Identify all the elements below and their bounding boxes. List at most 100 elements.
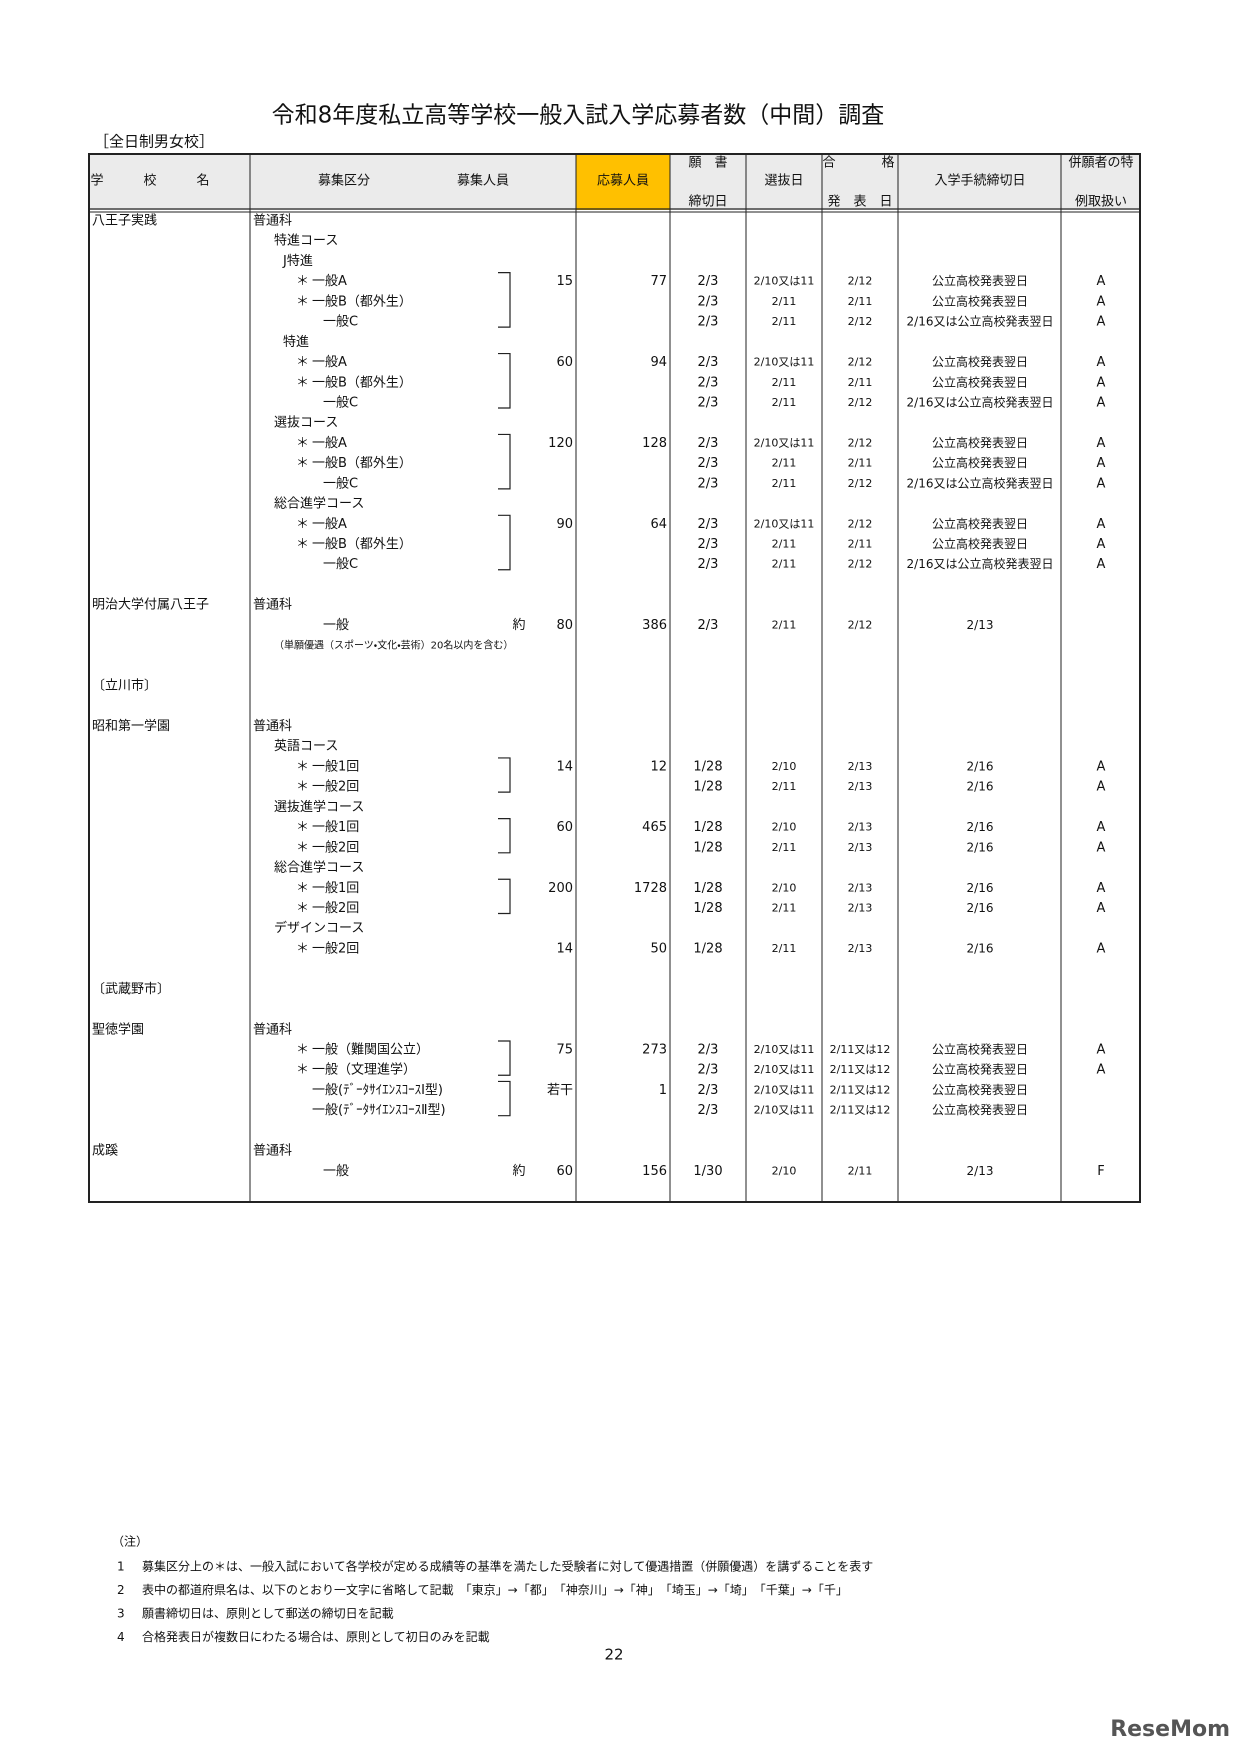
cell-announce: 2/11 xyxy=(848,538,873,551)
cell-applicants: 12 xyxy=(650,759,667,774)
bracket xyxy=(498,1080,511,1117)
course: 一般A xyxy=(312,436,347,451)
page-number: 22 xyxy=(604,1646,623,1664)
cell-exam: 2/10又は11 xyxy=(754,1063,815,1076)
cell-procedure: 2/16 xyxy=(967,820,994,834)
cell-deadline: 1/28 xyxy=(693,780,722,795)
priority-mark: ＊ xyxy=(296,517,309,532)
note-number: 4 xyxy=(117,1630,125,1644)
cell-applicants: 1 xyxy=(659,1083,667,1098)
cell-special: A xyxy=(1097,1043,1106,1058)
cell-special: A xyxy=(1097,820,1106,835)
cell-capacity: 90 xyxy=(556,517,573,532)
cell-procedure: 公立高校発表翌日 xyxy=(932,1103,1028,1117)
header-deadline: 願 書 xyxy=(688,156,727,171)
cell-announce: 2/13 xyxy=(848,780,873,793)
cell-announce: 2/11 xyxy=(848,295,873,308)
course: 一般C xyxy=(323,395,358,410)
bracket xyxy=(498,272,511,328)
cell-capacity: 80 xyxy=(556,618,573,633)
course: 特進コース xyxy=(274,234,338,249)
header-announce: 格 xyxy=(881,155,894,171)
bracket xyxy=(498,514,511,571)
table-border xyxy=(88,153,1141,1203)
cell-special: A xyxy=(1097,355,1106,370)
cell-announce: 2/11又は12 xyxy=(830,1104,891,1117)
cell-procedure: 公立高校発表翌日 xyxy=(932,294,1028,308)
course: 一般(ﾃﾞｰﾀｻｲｴﾝｽｺｰｽⅠ型) xyxy=(312,1083,443,1098)
course: 選抜コース xyxy=(274,415,338,431)
cell-deadline: 2/3 xyxy=(698,1043,719,1058)
cell-announce: 2/13 xyxy=(848,881,873,894)
cell-applicants: 128 xyxy=(642,436,667,451)
cell-procedure: 公立高校発表翌日 xyxy=(932,436,1028,450)
priority-mark: ＊ xyxy=(296,1063,309,1078)
priority-mark: ＊ xyxy=(296,881,309,896)
cell-announce: 2/12 xyxy=(848,558,873,571)
header-announce: 発 表 日 xyxy=(827,195,892,210)
cell-procedure: 2/16 xyxy=(967,881,994,895)
cell-applicants: 50 xyxy=(650,941,667,956)
cell-deadline: 2/3 xyxy=(698,517,719,532)
cell-deadline: 1/30 xyxy=(693,1164,722,1179)
cell-deadline: 2/3 xyxy=(698,355,719,370)
cell-capacity: 若干 xyxy=(547,1082,573,1098)
priority-mark: ＊ xyxy=(296,780,309,795)
cell-procedure: 2/16又は公立高校発表翌日 xyxy=(907,395,1054,409)
course-note: （単願優遇（スポーツ・文化・芸術）20名以内を含む） xyxy=(274,639,513,652)
course: 一般1回 xyxy=(312,881,359,896)
cell-announce: 2/11 xyxy=(848,376,873,389)
course: 総合進学コース xyxy=(274,860,364,876)
cell-special: A xyxy=(1097,759,1106,774)
cell-exam: 2/11 xyxy=(772,295,797,308)
cell-announce: 2/11又は12 xyxy=(830,1043,891,1056)
cell-deadline: 2/3 xyxy=(698,456,719,471)
cell-exam: 2/11 xyxy=(772,841,797,854)
cell-special: A xyxy=(1097,315,1106,330)
cell-capacity: 120 xyxy=(548,436,573,451)
cell-procedure: 公立高校発表翌日 xyxy=(932,355,1028,369)
cell-about: 約 xyxy=(512,618,525,633)
bracket xyxy=(498,1040,511,1076)
cell-announce: 2/12 xyxy=(848,436,873,449)
cell-announce: 2/12 xyxy=(848,618,873,631)
cell-exam: 2/10又は11 xyxy=(754,517,815,530)
header-school: 学校名 xyxy=(90,173,249,189)
course: 一般（文理進学） xyxy=(312,1062,416,1078)
header-applicants: 応募人員 xyxy=(597,174,649,189)
cell-procedure: 2/16 xyxy=(967,759,994,773)
cell-exam: 2/10 xyxy=(772,821,797,834)
priority-mark: ＊ xyxy=(296,840,309,855)
cell-special: A xyxy=(1097,517,1106,532)
cell-exam: 2/11 xyxy=(772,780,797,793)
cell-procedure: 2/16 xyxy=(967,840,994,854)
course: 一般1回 xyxy=(312,759,359,774)
cell-deadline: 2/3 xyxy=(698,1083,719,1098)
cell-special: A xyxy=(1097,780,1106,795)
course: 一般2回 xyxy=(312,780,359,795)
cell-procedure: 2/16又は公立高校発表翌日 xyxy=(907,476,1054,490)
bracket xyxy=(498,757,511,793)
priority-mark: ＊ xyxy=(296,941,309,956)
cell-deadline: 2/3 xyxy=(698,557,719,572)
cell-exam: 2/10又は11 xyxy=(754,1083,815,1096)
cell-announce: 2/13 xyxy=(848,760,873,773)
course: 一般 xyxy=(323,1164,349,1179)
cell-capacity: 14 xyxy=(556,941,573,956)
cell-special: A xyxy=(1097,436,1106,451)
priority-mark: ＊ xyxy=(296,375,309,390)
header-deadline: 締切日 xyxy=(688,195,727,210)
cell-special: A xyxy=(1097,294,1106,309)
notes: 1 募集区分上の＊は、一般入試において各学校が定める成績等の基準を満たした受験者に… xyxy=(117,1559,873,1645)
cell-exam: 2/10又は11 xyxy=(754,356,815,369)
note-text: 合格発表日が複数日にわたる場合は、原則として初日のみを記載 xyxy=(142,1629,490,1644)
course: 普通科 xyxy=(253,719,292,734)
cell-exam: 2/11 xyxy=(772,315,797,328)
cell-procedure: 2/16又は公立高校発表翌日 xyxy=(907,557,1054,571)
school-name: 昭和第一学園 xyxy=(92,718,170,734)
cell-special: A xyxy=(1097,941,1106,956)
cell-exam: 2/11 xyxy=(772,477,797,490)
cell-procedure: 2/16 xyxy=(967,780,994,794)
